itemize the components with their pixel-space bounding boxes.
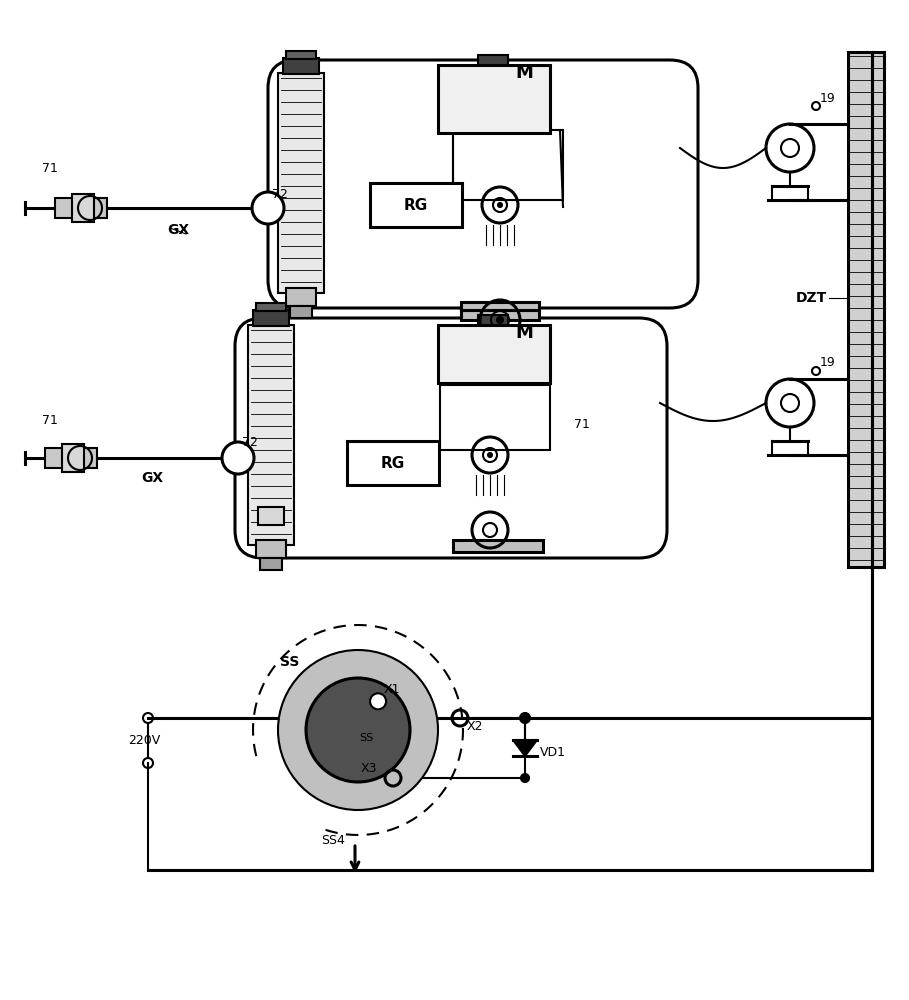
Circle shape	[370, 693, 386, 709]
Bar	[253, 310, 289, 326]
Bar	[45, 448, 97, 468]
Text: 71: 71	[42, 161, 58, 174]
Text: SS4: SS4	[321, 834, 345, 846]
Bar	[478, 55, 508, 67]
Text: SS: SS	[280, 655, 300, 669]
Circle shape	[278, 650, 438, 810]
Bar	[256, 303, 286, 311]
Text: 72: 72	[242, 436, 258, 450]
Circle shape	[521, 774, 529, 782]
Circle shape	[252, 192, 284, 224]
Bar	[848, 52, 884, 567]
Text: RG: RG	[381, 456, 405, 471]
Bar	[453, 130, 563, 200]
Circle shape	[812, 102, 820, 110]
Bar	[258, 507, 284, 525]
Bar	[483, 308, 517, 318]
Text: SS: SS	[359, 733, 373, 743]
Circle shape	[520, 713, 530, 723]
Bar	[286, 288, 316, 306]
Bar	[461, 302, 539, 310]
Bar	[72, 194, 94, 222]
Text: 72: 72	[272, 188, 288, 202]
Polygon shape	[513, 740, 537, 756]
Bar	[256, 540, 286, 558]
Bar	[290, 306, 312, 318]
Bar	[453, 540, 543, 552]
Text: GX: GX	[167, 223, 189, 237]
Text: 19: 19	[820, 92, 836, 104]
Text: M: M	[515, 324, 533, 342]
Bar	[347, 441, 439, 485]
Text: GX: GX	[141, 471, 163, 485]
Bar	[62, 444, 84, 472]
Text: M: M	[515, 64, 533, 82]
Text: 19: 19	[820, 357, 836, 369]
Text: RG: RG	[404, 198, 428, 213]
Text: 220V: 220V	[128, 734, 160, 746]
Bar	[370, 183, 462, 227]
Bar	[260, 558, 282, 570]
Bar	[438, 325, 550, 383]
Circle shape	[306, 678, 410, 782]
Text: X1: X1	[384, 683, 400, 696]
Circle shape	[497, 317, 503, 323]
Circle shape	[488, 453, 492, 457]
Bar	[286, 51, 316, 59]
Circle shape	[222, 442, 254, 474]
Text: DZT: DZT	[795, 291, 827, 305]
Bar	[440, 385, 550, 450]
Circle shape	[498, 203, 502, 207]
Bar	[461, 310, 539, 320]
Text: X3: X3	[361, 762, 377, 774]
Bar	[438, 65, 550, 133]
Circle shape	[812, 367, 820, 375]
Bar	[248, 325, 294, 545]
Text: VD1: VD1	[540, 746, 566, 760]
Text: X2: X2	[466, 720, 484, 732]
Bar	[55, 198, 107, 218]
Text: 71: 71	[574, 418, 590, 432]
Bar	[278, 73, 324, 293]
Text: 71: 71	[42, 414, 58, 426]
Bar	[283, 58, 319, 74]
Bar	[478, 315, 508, 327]
